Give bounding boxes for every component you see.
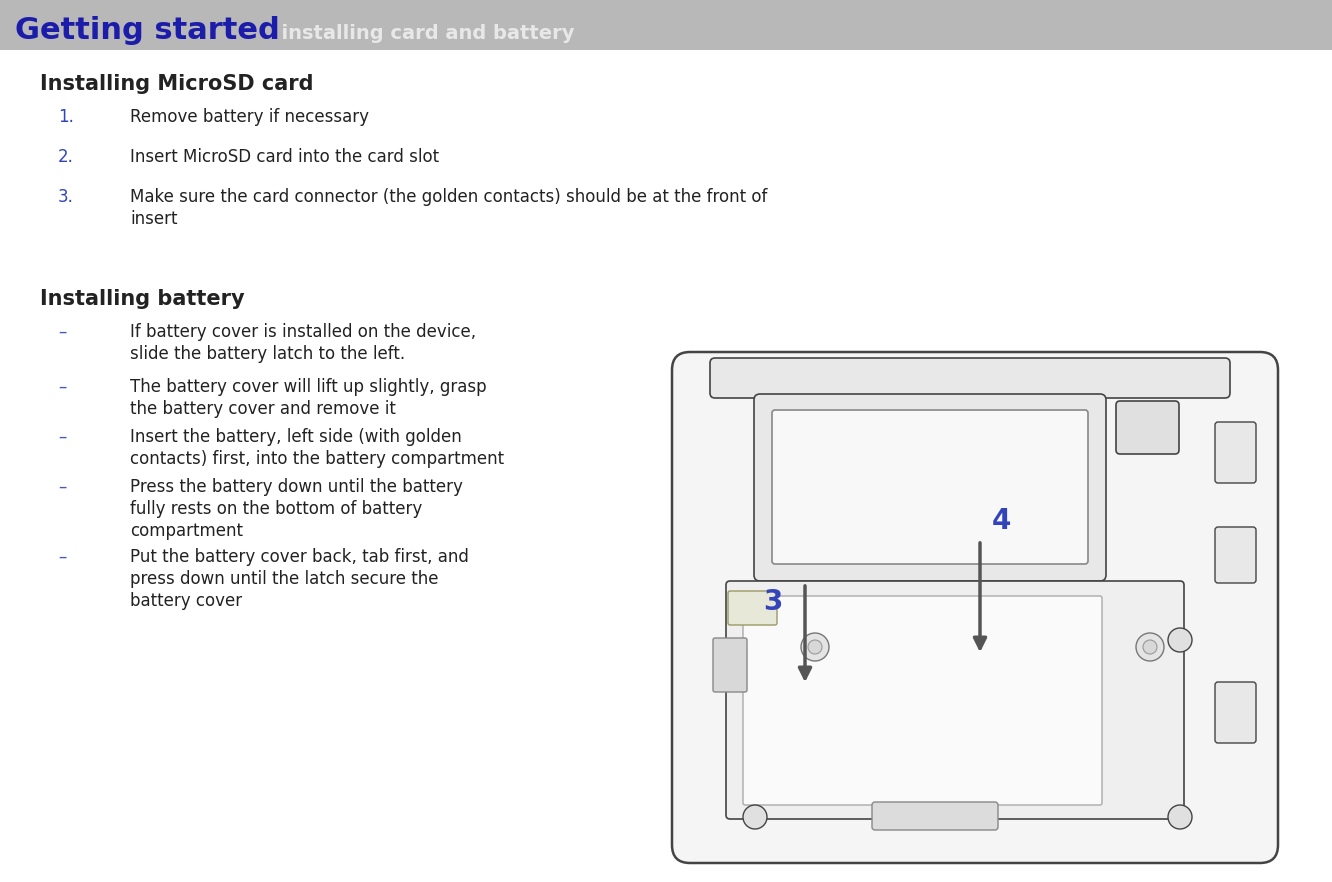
- Text: press down until the latch secure the: press down until the latch secure the: [131, 570, 438, 588]
- Text: If battery cover is installed on the device,: If battery cover is installed on the dev…: [131, 323, 476, 341]
- FancyBboxPatch shape: [754, 394, 1106, 581]
- Circle shape: [1143, 640, 1158, 654]
- Bar: [0, 0, 1332, 50]
- Text: contacts) first, into the battery compartment: contacts) first, into the battery compar…: [131, 450, 503, 468]
- FancyBboxPatch shape: [872, 802, 998, 830]
- Text: 2.: 2.: [59, 148, 73, 166]
- Circle shape: [1168, 805, 1192, 829]
- Text: the battery cover and remove it: the battery cover and remove it: [131, 400, 396, 418]
- Text: Installing MicroSD card: Installing MicroSD card: [40, 74, 313, 94]
- Text: Getting started: Getting started: [15, 16, 280, 45]
- FancyBboxPatch shape: [1215, 527, 1256, 583]
- Text: compartment: compartment: [131, 522, 242, 540]
- FancyBboxPatch shape: [726, 581, 1184, 819]
- Text: The battery cover will lift up slightly, grasp: The battery cover will lift up slightly,…: [131, 378, 486, 396]
- Text: 4: 4: [992, 507, 1011, 535]
- Text: Insert MicroSD card into the card slot: Insert MicroSD card into the card slot: [131, 148, 440, 166]
- Text: 3.: 3.: [59, 188, 73, 206]
- Text: battery cover: battery cover: [131, 592, 242, 610]
- Text: 1.: 1.: [59, 108, 73, 126]
- FancyBboxPatch shape: [773, 410, 1088, 564]
- Text: installing card and battery: installing card and battery: [268, 24, 574, 43]
- Circle shape: [1136, 633, 1164, 661]
- Text: –: –: [59, 323, 67, 341]
- Text: –: –: [59, 548, 67, 566]
- Text: Make sure the card connector (the golden contacts) should be at the front of: Make sure the card connector (the golden…: [131, 188, 767, 206]
- Text: –: –: [59, 478, 67, 496]
- Text: –: –: [59, 378, 67, 396]
- Text: Put the battery cover back, tab first, and: Put the battery cover back, tab first, a…: [131, 548, 469, 566]
- FancyBboxPatch shape: [1215, 422, 1256, 483]
- Text: 3: 3: [763, 588, 782, 616]
- FancyBboxPatch shape: [1116, 401, 1179, 454]
- FancyBboxPatch shape: [713, 638, 747, 692]
- Text: fully rests on the bottom of battery: fully rests on the bottom of battery: [131, 500, 422, 518]
- Circle shape: [1168, 628, 1192, 652]
- FancyBboxPatch shape: [673, 352, 1277, 863]
- Text: Insert the battery, left side (with golden: Insert the battery, left side (with gold…: [131, 428, 462, 446]
- FancyBboxPatch shape: [1215, 682, 1256, 743]
- Circle shape: [743, 805, 767, 829]
- FancyBboxPatch shape: [743, 596, 1102, 805]
- Text: Remove battery if necessary: Remove battery if necessary: [131, 108, 369, 126]
- Text: slide the battery latch to the left.: slide the battery latch to the left.: [131, 345, 405, 363]
- Text: –: –: [59, 428, 67, 446]
- Text: Press the battery down until the battery: Press the battery down until the battery: [131, 478, 464, 496]
- FancyBboxPatch shape: [729, 591, 777, 625]
- Circle shape: [809, 640, 822, 654]
- FancyBboxPatch shape: [710, 358, 1229, 398]
- Text: Installing battery: Installing battery: [40, 289, 245, 309]
- Text: insert: insert: [131, 210, 177, 228]
- Circle shape: [801, 633, 829, 661]
